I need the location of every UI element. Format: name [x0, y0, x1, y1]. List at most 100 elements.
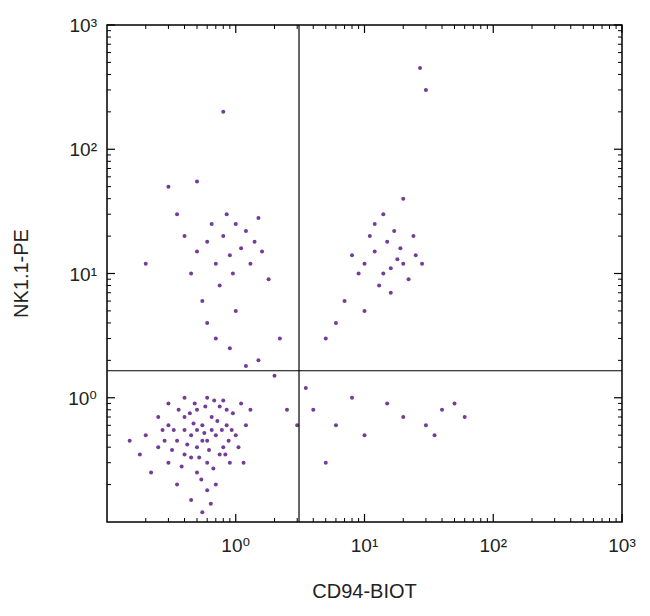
point: [175, 439, 179, 443]
point: [234, 222, 238, 226]
point: [205, 461, 209, 465]
point: [166, 461, 170, 465]
point: [225, 212, 229, 216]
point: [166, 423, 170, 427]
point: [244, 229, 248, 233]
point: [195, 180, 199, 184]
point: [234, 433, 238, 437]
point: [248, 262, 252, 266]
point: [200, 299, 204, 303]
point: [363, 262, 367, 266]
x-tick: [235, 514, 236, 522]
point: [211, 466, 215, 470]
point: [214, 433, 218, 437]
point: [253, 240, 257, 244]
point: [381, 272, 385, 276]
point: [433, 433, 437, 437]
point: [193, 401, 197, 405]
point: [424, 423, 428, 427]
point: [418, 66, 422, 70]
point: [363, 433, 367, 437]
point: [221, 234, 225, 238]
point: [357, 272, 361, 276]
point: [214, 336, 218, 340]
point: [183, 428, 187, 432]
point: [144, 433, 148, 437]
point: [205, 488, 209, 492]
point: [244, 423, 248, 427]
point: [175, 212, 179, 216]
point: [334, 321, 338, 325]
point: [195, 428, 199, 432]
point: [381, 212, 385, 216]
quadrant-line: [107, 370, 622, 371]
point: [221, 445, 225, 449]
point: [166, 185, 170, 189]
point: [128, 439, 132, 443]
x-tick: [493, 514, 494, 522]
point: [242, 461, 246, 465]
point: [214, 483, 218, 487]
point: [149, 471, 153, 475]
x-tick: [621, 25, 622, 33]
point: [256, 216, 260, 220]
point: [175, 483, 179, 487]
x-tick: [364, 514, 365, 522]
y-tick-label: 10⁰: [68, 388, 97, 409]
point: [163, 439, 167, 443]
point: [210, 428, 214, 432]
quadrant-line: [298, 25, 299, 522]
point: [205, 321, 209, 325]
point: [392, 229, 396, 233]
point: [389, 291, 393, 295]
point: [239, 401, 243, 405]
point: [368, 234, 372, 238]
point: [223, 452, 227, 456]
point: [215, 419, 219, 423]
y-tick: [614, 24, 622, 25]
point: [239, 246, 243, 250]
point: [420, 262, 424, 266]
x-tick: [621, 514, 622, 522]
x-tick-label: 10²: [480, 535, 507, 556]
y-tick: [614, 397, 622, 398]
point: [350, 396, 354, 400]
point: [189, 498, 193, 502]
point: [278, 336, 282, 340]
point: [210, 222, 214, 226]
point: [350, 253, 354, 257]
point: [189, 433, 193, 437]
point: [260, 250, 264, 254]
point: [411, 234, 415, 238]
point: [324, 461, 328, 465]
point: [221, 399, 225, 403]
point: [189, 456, 193, 460]
point: [207, 448, 211, 452]
point: [401, 415, 405, 419]
point: [401, 262, 405, 266]
point: [144, 262, 148, 266]
point: [183, 234, 187, 238]
point: [200, 439, 204, 443]
point: [414, 253, 418, 257]
x-axis-label: CD94-BIOT: [312, 580, 416, 602]
point: [183, 415, 187, 419]
x-tick-label: 10⁰: [221, 535, 250, 556]
point: [195, 250, 199, 254]
point: [199, 477, 203, 481]
point: [285, 408, 289, 412]
point: [210, 415, 214, 419]
point: [424, 88, 428, 92]
point: [227, 439, 231, 443]
point: [195, 408, 199, 412]
point: [304, 386, 308, 390]
point: [389, 266, 393, 270]
x-tick-label: 10³: [608, 535, 635, 556]
point: [192, 422, 196, 426]
y-tick-label: 10³: [70, 15, 97, 36]
point: [343, 299, 347, 303]
point: [273, 374, 277, 378]
point: [373, 250, 377, 254]
point: [225, 408, 229, 412]
point: [166, 401, 170, 405]
